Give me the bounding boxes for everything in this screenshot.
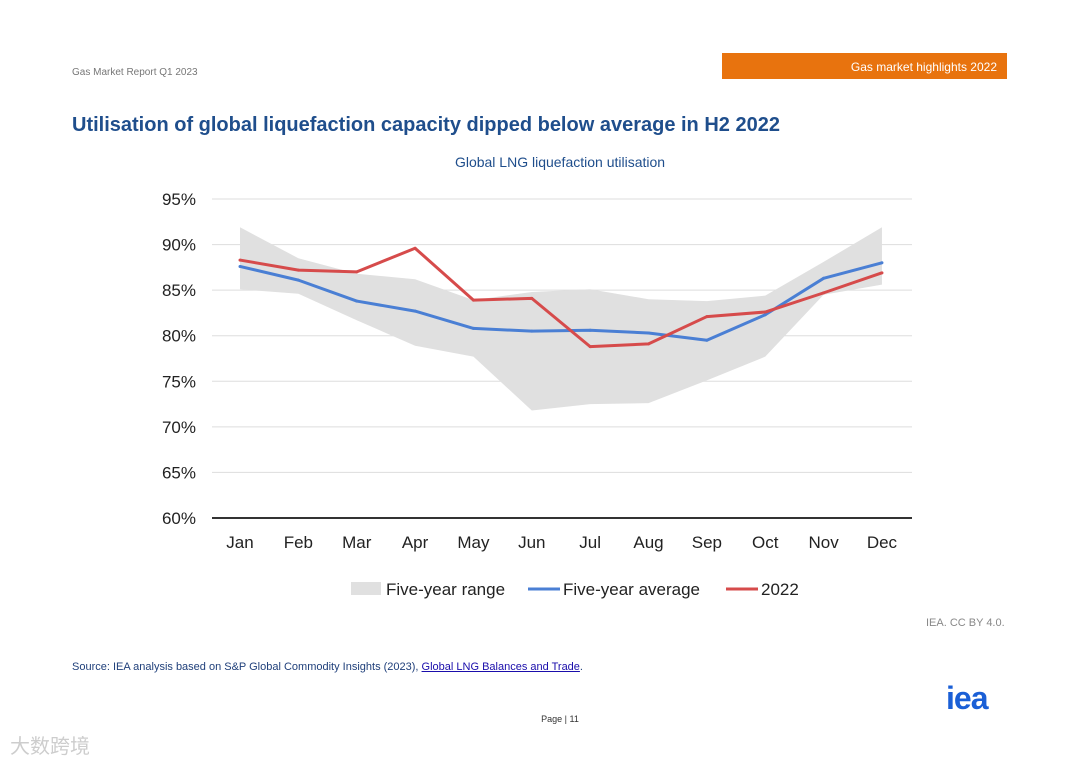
data-point	[763, 313, 767, 317]
data-point	[296, 268, 300, 272]
data-point	[763, 310, 767, 314]
y-tick-label: 75%	[162, 372, 196, 391]
y-tick-label: 65%	[162, 463, 196, 482]
y-tick-label: 95%	[162, 190, 196, 209]
x-tick-label: May	[457, 533, 490, 552]
five-year-range-area	[240, 227, 882, 411]
page-title: Utilisation of global liquefaction capac…	[72, 114, 780, 136]
data-point	[413, 246, 417, 250]
x-tick-label: Sep	[692, 533, 722, 552]
y-tick-label: 70%	[162, 418, 196, 437]
iea-logo: iea	[946, 680, 988, 716]
x-tick-label: Aug	[633, 533, 663, 552]
y-tick-label: 60%	[162, 509, 196, 528]
data-point	[705, 338, 709, 342]
data-point	[880, 261, 884, 265]
data-point	[647, 342, 651, 346]
data-point	[471, 326, 475, 330]
legend-label-range: Five-year range	[386, 580, 505, 599]
source-suffix: .	[579, 661, 583, 673]
data-point	[822, 276, 826, 280]
legend-swatch-range	[351, 582, 381, 595]
data-point	[413, 309, 417, 313]
x-tick-label: Dec	[867, 533, 898, 552]
chart-title: Global LNG liquefaction utilisation	[454, 154, 666, 170]
page-number: Page | 11	[541, 714, 579, 724]
credit: IEA. CC BY 4.0.	[926, 617, 1005, 629]
data-point	[296, 278, 300, 282]
source-prefix: Source: IEA analysis based on S&P Global…	[72, 661, 422, 673]
x-tick-label: Jun	[518, 533, 545, 552]
x-tick-label: Feb	[284, 533, 313, 552]
data-point	[355, 270, 359, 274]
y-tick-label: 90%	[162, 236, 196, 255]
data-point	[238, 258, 242, 262]
x-tick-label: Jan	[226, 533, 253, 552]
series-line-2022	[239, 246, 883, 349]
x-tick-label: Oct	[752, 533, 779, 552]
source-note: Source: IEA analysis based on S&P Global…	[72, 661, 583, 673]
legend-label-series: 2022	[761, 580, 799, 599]
report-name: Gas Market Report Q1 2023	[72, 67, 198, 78]
x-tick-label: Jul	[579, 533, 601, 552]
data-point	[471, 298, 475, 302]
data-point	[705, 315, 709, 319]
data-point	[530, 296, 534, 300]
x-tick-label: Apr	[402, 533, 429, 552]
data-point	[238, 264, 242, 268]
data-point	[880, 271, 884, 275]
x-tick-label: Nov	[808, 533, 839, 552]
watermark: 大数跨境	[10, 736, 90, 758]
source-link[interactable]: Global LNG Balances and Trade	[421, 661, 580, 673]
data-point	[588, 328, 592, 332]
y-tick-label: 80%	[162, 327, 196, 346]
section-badge: Gas market highlights 2022	[722, 53, 1007, 79]
data-point	[588, 345, 592, 349]
y-tick-label: 85%	[162, 281, 196, 300]
data-point	[822, 291, 826, 295]
data-point	[530, 329, 534, 333]
data-point	[355, 299, 359, 303]
legend-label-series: Five-year average	[563, 580, 700, 599]
data-point	[647, 331, 651, 335]
x-tick-label: Mar	[342, 533, 372, 552]
chart: 60% 65% 70% 75% 80% 85% 90% 95% Jan Feb Mar Apr May J…	[162, 190, 912, 599]
